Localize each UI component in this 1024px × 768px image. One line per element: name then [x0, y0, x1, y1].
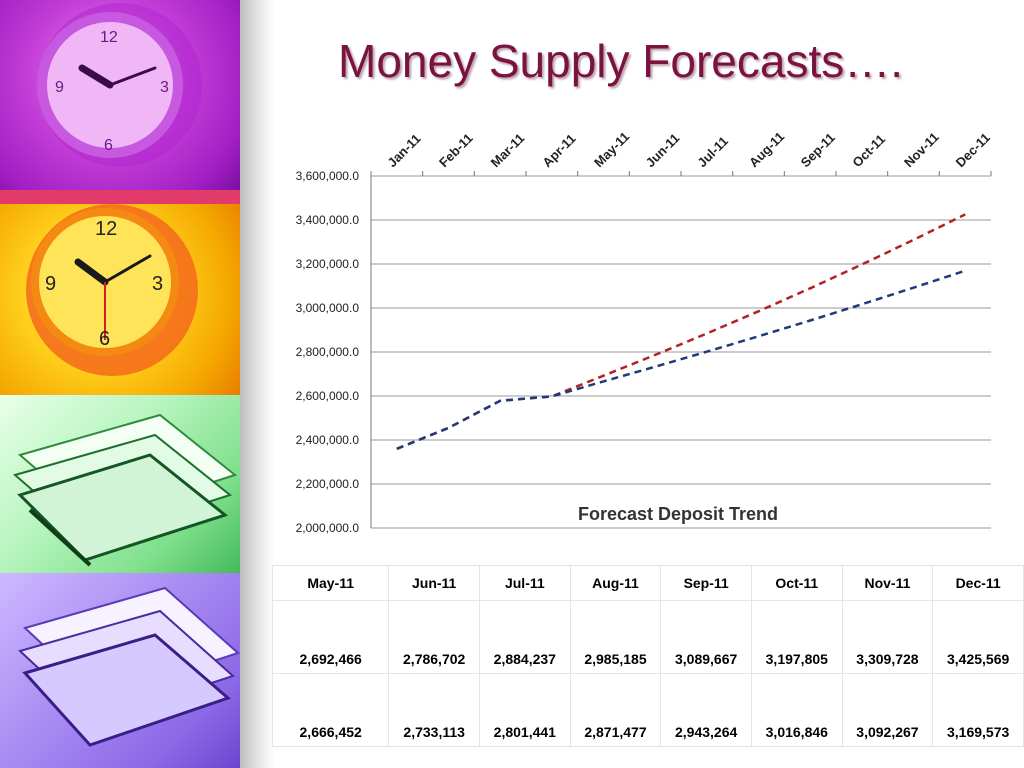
x-tick-label: Apr-11 — [539, 131, 578, 170]
y-tick-label: 3,400,000.0 — [296, 213, 360, 227]
table-header-cell: Jun-11 — [388, 565, 480, 601]
x-tick-label: Aug-11 — [746, 129, 787, 170]
purple-clock-photo: 12 9 3 6 — [0, 0, 240, 190]
papers-icon — [18, 586, 240, 747]
forecast-table: May-11 Jun-11 Jul-11 Aug-11 Sep-11 Oct-11 Nov-… — [271, 565, 1024, 747]
x-tick-label: Sep-11 — [798, 130, 838, 170]
y-tick-label: 3,200,000.0 — [296, 257, 360, 271]
table-cell: 2,786,702 — [388, 600, 480, 674]
table-cell: 2,733,113 — [388, 673, 480, 747]
table-row: 2,666,452 2,733,113 2,801,441 2,871,477 2,94… — [271, 673, 1024, 747]
table-header-row: May-11 Jun-11 Jul-11 Aug-11 Sep-11 Oct-11 Nov-… — [271, 565, 1024, 601]
papers-icon — [12, 413, 238, 567]
svg-text:6: 6 — [99, 328, 110, 350]
x-tick-label: Dec-11 — [953, 130, 993, 170]
x-tick-label: Jan-11 — [384, 131, 423, 170]
clock-icon: 12 9 3 6 — [0, 190, 240, 376]
x-tick-label: Jul-11 — [694, 133, 731, 170]
y-tick-label: 2,400,000.0 — [296, 433, 360, 447]
x-tick-label: Jun-11 — [643, 130, 683, 170]
series-line-red — [396, 213, 966, 450]
chart-title: Forecast Deposit Trend — [578, 504, 778, 524]
svg-text:9: 9 — [45, 273, 56, 295]
table-header-cell: Dec-11 — [932, 565, 1024, 601]
table-cell: 3,309,728 — [841, 600, 934, 674]
table-row: 2,692,466 2,786,702 2,884,237 2,985,185 3,08… — [271, 600, 1024, 674]
table-cell: 3,169,573 — [932, 673, 1024, 747]
svg-text:12: 12 — [95, 218, 117, 240]
y-tick-label: 2,200,000.0 — [296, 477, 360, 491]
forecast-line-chart: 2,000,000.0 2,200,000.0 2,400,000.0 2,600,0… — [296, 129, 993, 535]
slide-title: Money Supply Forecasts…. — [338, 35, 904, 87]
table-header-cell: Nov-11 — [841, 565, 934, 601]
table-cell: 3,016,846 — [750, 673, 843, 747]
table-cell: 2,884,237 — [479, 600, 571, 674]
decorative-photo-strip: 12 9 3 6 12 9 3 6 — [0, 0, 240, 768]
table-cell: 3,092,267 — [841, 673, 934, 747]
y-tick-label: 3,600,000.0 — [296, 169, 360, 183]
table-cell: 2,985,185 — [569, 600, 662, 674]
svg-text:9: 9 — [55, 79, 64, 96]
table-header-cell: Oct-11 — [750, 565, 843, 601]
table-cell: 3,197,805 — [750, 600, 843, 674]
x-tick-label: Nov-11 — [901, 129, 942, 170]
y-tick-label: 2,000,000.0 — [296, 521, 360, 535]
table-cell: 2,666,452 — [271, 673, 390, 747]
yellow-clock-photo: 12 9 3 6 — [0, 190, 240, 395]
table-cell: 3,089,667 — [660, 600, 752, 674]
y-tick-label: 2,600,000.0 — [296, 389, 360, 403]
series-line-blue — [396, 269, 966, 450]
table-cell: 2,801,441 — [479, 673, 571, 747]
x-tick-label: Feb-11 — [436, 130, 476, 170]
x-axis-tick-labels: Jan-11 Feb-11 Mar-11 Apr-11 May-11 Jun-11 Jul-… — [370, 129, 993, 176]
table-header-cell: Jul-11 — [479, 565, 571, 601]
y-tick-label: 2,800,000.0 — [296, 345, 360, 359]
x-tick-label: May-11 — [591, 129, 632, 170]
chart-gridlines — [370, 175, 991, 529]
green-papers-photo — [0, 395, 240, 573]
y-tick-label: 3,000,000.0 — [296, 301, 360, 315]
table-header-cell: Aug-11 — [569, 565, 662, 601]
svg-text:6: 6 — [104, 137, 113, 154]
table-cell: 2,692,466 — [271, 600, 390, 674]
table-cell: 2,943,264 — [660, 673, 752, 747]
table-header-cell: May-11 — [271, 565, 390, 601]
y-axis-tick-labels: 2,000,000.0 2,200,000.0 2,400,000.0 2,600,0… — [296, 169, 360, 535]
svg-text:3: 3 — [152, 273, 163, 295]
x-tick-label: Oct-11 — [849, 131, 888, 170]
strip-shadow — [240, 0, 274, 768]
table-cell: 2,871,477 — [569, 673, 662, 747]
clock-icon: 12 9 3 6 — [37, 3, 202, 167]
chart-series — [396, 213, 966, 450]
table-cell: 3,425,569 — [932, 600, 1024, 674]
purple-papers-photo — [0, 573, 240, 768]
x-tick-label: Mar-11 — [488, 130, 528, 170]
svg-text:3: 3 — [160, 79, 169, 96]
table-header-cell: Sep-11 — [660, 565, 752, 601]
svg-text:12: 12 — [100, 29, 118, 46]
